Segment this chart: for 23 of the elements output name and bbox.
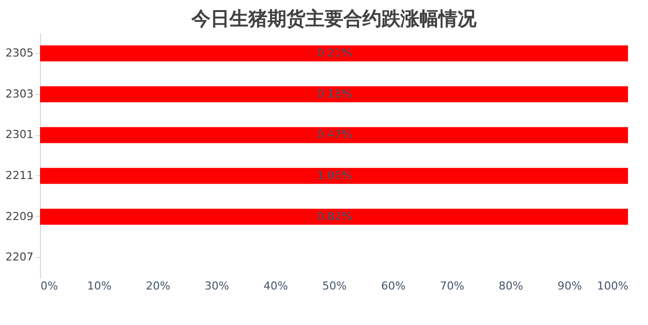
y-tick-label: 2207	[6, 250, 34, 264]
x-tick-label: 10%	[87, 280, 112, 292]
x-tick-label: 20%	[146, 280, 170, 292]
x-tick-label: 40%	[263, 280, 288, 292]
y-tick-label: 2209	[6, 210, 34, 223]
x-tick-label: 60%	[381, 280, 406, 292]
x-tick-label: 50%	[322, 280, 347, 292]
y-tick-label: 2303	[6, 87, 34, 100]
annotation: 1.06%	[316, 168, 352, 182]
x-tick-label: 30%	[204, 280, 230, 292]
x-tick-label: 0%	[40, 280, 58, 292]
x-tick-label: 90%	[557, 280, 582, 292]
annotation: 0.18%	[316, 87, 352, 100]
y-tick-label: 2211	[6, 168, 34, 182]
annotation: 0.82%	[316, 210, 352, 223]
x-tick-label: 70%	[440, 280, 464, 292]
annotation: 0.47%	[316, 128, 352, 142]
y-tick-label: 2301	[6, 128, 34, 142]
annotation: 0.21%	[316, 46, 352, 60]
x-tick-label: 100%	[597, 280, 628, 292]
chart-title: 今日生猪期货主要合约跌涨幅情况	[190, 8, 478, 30]
x-tick-label: 80%	[498, 280, 524, 292]
y-tick-label: 2305	[6, 46, 34, 60]
